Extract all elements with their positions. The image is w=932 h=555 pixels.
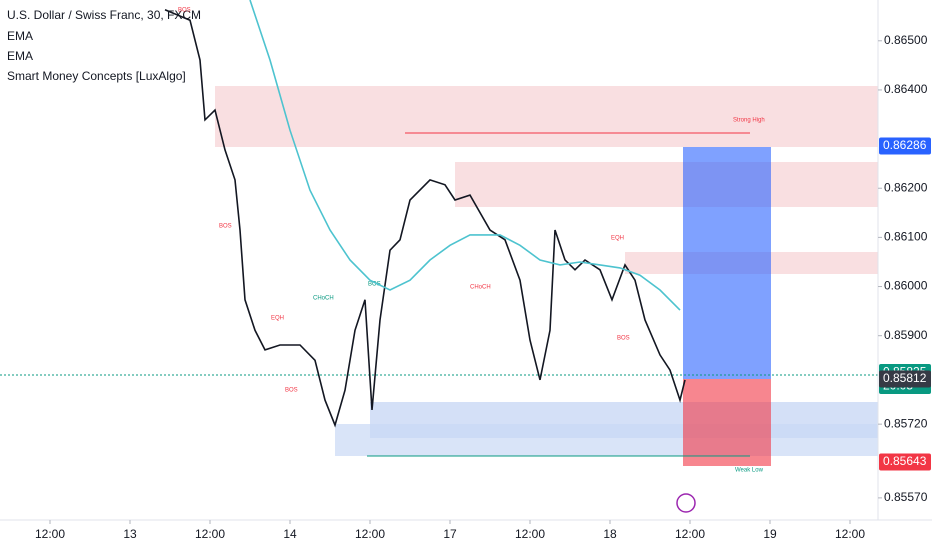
- choch-label: CHoCH: [470, 285, 491, 291]
- symbol-title: U.S. Dollar / Swiss Franc, 30, FXCM: [7, 8, 201, 22]
- price-tag: [879, 137, 931, 155]
- choch-label: CHoCH: [313, 296, 334, 302]
- x-tick-label: 12:00: [355, 527, 385, 541]
- y-tick-label: 0.86100: [884, 230, 928, 244]
- x-tick-label: 12:00: [675, 527, 705, 541]
- price-tag: [879, 453, 931, 471]
- price-line: [249, 0, 681, 311]
- price-tag-label: 0.85643: [883, 454, 927, 468]
- x-tick-label: 18: [603, 527, 617, 541]
- price-tag-label: 0.85812: [883, 371, 927, 385]
- price-tag: [879, 370, 931, 388]
- eqh-label: EQH: [271, 316, 284, 322]
- x-tick-label: 12:00: [35, 527, 65, 541]
- x-tick-label: 12:00: [835, 527, 865, 541]
- annotations: BOS BOS BOS BOS BOS EQH EQH CHoCH CHoCH …: [178, 8, 765, 474]
- bos-label: BOS: [178, 8, 191, 14]
- bos-label: BOS: [219, 224, 232, 230]
- x-tick-label: 13: [123, 527, 137, 541]
- price-tag-label: 0.86286: [883, 138, 927, 152]
- bos-label: BOS: [368, 282, 381, 288]
- x-tick-label: 14: [283, 527, 297, 541]
- x-tick-label: 17: [443, 527, 457, 541]
- y-tick-label: 0.85570: [884, 490, 928, 504]
- indicator: Smart Money Concepts [LuxAlgo]: [7, 69, 186, 83]
- y-tick-label: 0.86000: [884, 279, 928, 293]
- y-tick-label: 0.86500: [884, 33, 928, 47]
- weak-low-label: Weak Low: [735, 468, 764, 474]
- indicator: EMA: [7, 49, 33, 63]
- bos-label: BOS: [617, 336, 630, 342]
- zones: [0, 0, 932, 521]
- y-tick-label: 0.86400: [884, 82, 928, 96]
- indicator: EMA: [7, 29, 33, 43]
- x-tick-label: 12:00: [515, 527, 545, 541]
- x-tick-label: 12:00: [195, 527, 225, 541]
- y-tick-label: 0.85900: [884, 328, 928, 342]
- eqh-label: EQH: [611, 236, 624, 242]
- strong-high-label: Strong High: [733, 118, 765, 124]
- y-tick-label: 0.86200: [884, 180, 928, 194]
- y-tick-label: 0.85720: [884, 416, 928, 430]
- bos-label: BOS: [285, 388, 298, 394]
- price-line: [164, 9, 686, 428]
- x-tick-label: 19: [763, 527, 777, 541]
